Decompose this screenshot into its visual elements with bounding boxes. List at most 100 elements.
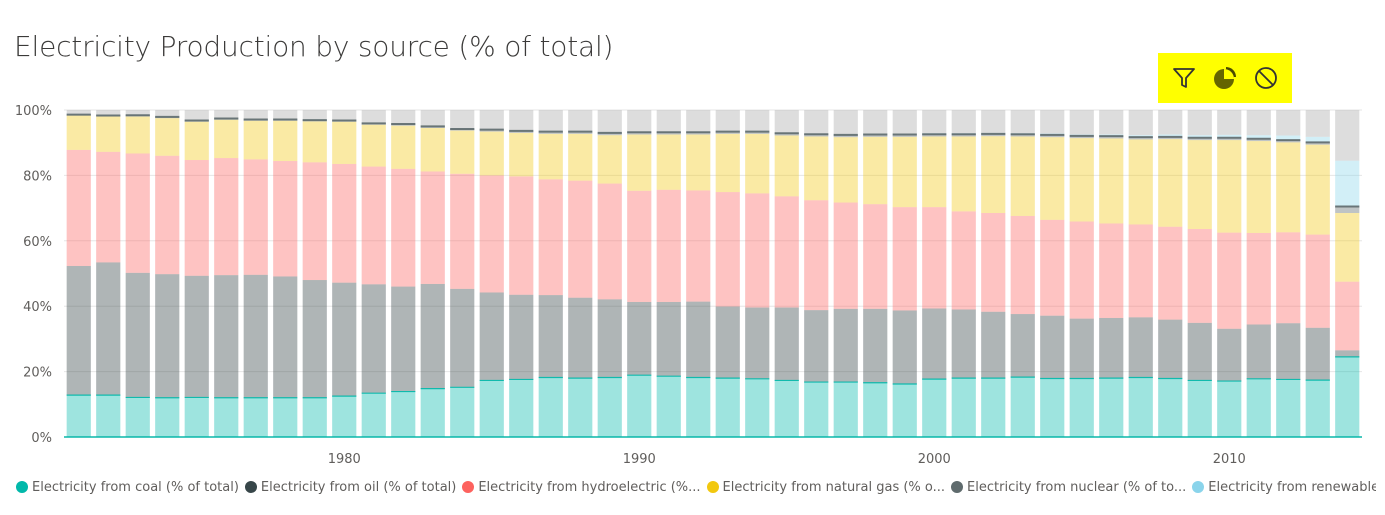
x-tick-label: 1990: [623, 452, 656, 467]
legend-item[interactable]: Electricity from hydroelectric (%...: [462, 479, 701, 495]
legend-item[interactable]: Electricity from nuclear (% of to...: [951, 480, 1186, 495]
legend-item[interactable]: Electricity from oil (% of total): [244, 480, 456, 495]
bar-segment: [656, 376, 681, 437]
bar-segment: [66, 265, 91, 396]
disable-interactions-button[interactable]: [1252, 64, 1280, 92]
bar-segment: [656, 301, 681, 377]
bar-segment: [833, 202, 858, 309]
bar-segment: [833, 308, 858, 383]
bar-segment: [538, 179, 563, 296]
bar-segment: [450, 173, 475, 289]
bar-segment: [863, 382, 888, 437]
bar-remainder: [391, 110, 416, 124]
bar-segment: [1010, 134, 1035, 137]
bar-segment: [627, 134, 652, 191]
filter-button[interactable]: [1170, 64, 1198, 92]
bar-segment: [1246, 378, 1271, 437]
bar-segment: [1187, 137, 1212, 141]
bar-segment: [1217, 134, 1242, 138]
bar-segment: [155, 397, 180, 437]
bar-segment: [1010, 215, 1035, 315]
bar-segment: [214, 158, 239, 276]
legend-item[interactable]: Electricity from coal (% of total): [16, 480, 239, 495]
chart-legend: Electricity from coal (% of total) Electr…: [16, 478, 1376, 496]
bar-segment: [804, 200, 829, 311]
bar-segment: [1158, 226, 1183, 320]
bar-segment: [450, 130, 475, 174]
bar-segment: [332, 163, 357, 283]
bar-segment: [302, 162, 327, 281]
bar-segment: [804, 136, 829, 201]
bar-segment: [1069, 138, 1094, 222]
bar-segment: [1335, 213, 1360, 282]
bar-segment: [686, 377, 711, 437]
bar-segment: [1187, 380, 1212, 437]
bar-segment: [1158, 136, 1183, 140]
bar-segment: [1305, 380, 1330, 437]
bar-segment: [125, 397, 150, 437]
bar-segment: [597, 135, 622, 184]
bar-segment: [981, 133, 1006, 137]
bar-segment: [981, 311, 1006, 379]
bar-segment: [509, 294, 534, 380]
bar-segment: [922, 136, 947, 208]
bar-segment: [361, 393, 386, 437]
bar-segment: [302, 121, 327, 163]
bar-remainder: [361, 110, 386, 123]
y-tick-label: 20%: [23, 366, 52, 381]
bar-segment: [892, 136, 917, 208]
focus-mode-button[interactable]: [1211, 64, 1239, 92]
legend-label: Electricity from hydroelectric (%...: [478, 479, 701, 495]
bar-segment: [479, 380, 504, 437]
y-tick-label: 100%: [15, 104, 52, 119]
bar-segment: [1305, 144, 1330, 235]
bar-segment: [1305, 327, 1330, 381]
bar-segment: [833, 382, 858, 437]
bar-segment: [568, 378, 593, 437]
bar-segment: [922, 134, 947, 137]
bar-segment: [1069, 318, 1094, 379]
bar-segment: [450, 288, 475, 388]
bar-remainder: [804, 110, 829, 134]
bar-segment: [96, 262, 121, 396]
bar-segment: [951, 378, 976, 437]
bar-remainder: [66, 110, 91, 114]
bar-segment: [479, 292, 504, 381]
legend-item[interactable]: Electricity from natural gas (% o...: [706, 480, 945, 495]
bar-segment: [391, 286, 416, 392]
bar-segment: [951, 211, 976, 310]
bar-remainder: [214, 110, 239, 118]
bar-segment: [1128, 377, 1153, 437]
bar-segment: [981, 378, 1006, 437]
legend-item[interactable]: Electricity from renewables (% o...: [1192, 480, 1376, 495]
bar-segment: [420, 127, 445, 172]
bar-segment: [1040, 137, 1065, 220]
bar-segment: [1158, 319, 1183, 379]
bar-segment: [656, 134, 681, 190]
bar-segment: [66, 149, 91, 266]
bar-segment: [96, 395, 121, 437]
pie-icon: [1213, 67, 1236, 89]
bar-segment: [391, 391, 416, 437]
bar-segment: [568, 131, 593, 134]
bar-segment: [420, 283, 445, 389]
bar-remainder: [1069, 110, 1094, 135]
bar-remainder: [597, 110, 622, 133]
bar-segment: [243, 120, 268, 160]
bar-segment: [96, 116, 121, 152]
bar-segment: [774, 380, 799, 437]
bar-segment: [1335, 160, 1360, 207]
bar-segment: [479, 131, 504, 176]
bar-segment: [745, 131, 770, 134]
bar-remainder: [1335, 110, 1360, 161]
bar-segment: [1276, 140, 1301, 143]
bar-segment: [863, 136, 888, 205]
bar-segment: [1158, 378, 1183, 437]
bar-segment: [774, 307, 799, 381]
bar-segment: [774, 196, 799, 308]
bar-segment: [1276, 142, 1301, 233]
x-tick-label: 2010: [1213, 452, 1246, 467]
bar-segment: [214, 397, 239, 437]
bar-segment: [214, 119, 239, 159]
bar-segment: [538, 133, 563, 180]
